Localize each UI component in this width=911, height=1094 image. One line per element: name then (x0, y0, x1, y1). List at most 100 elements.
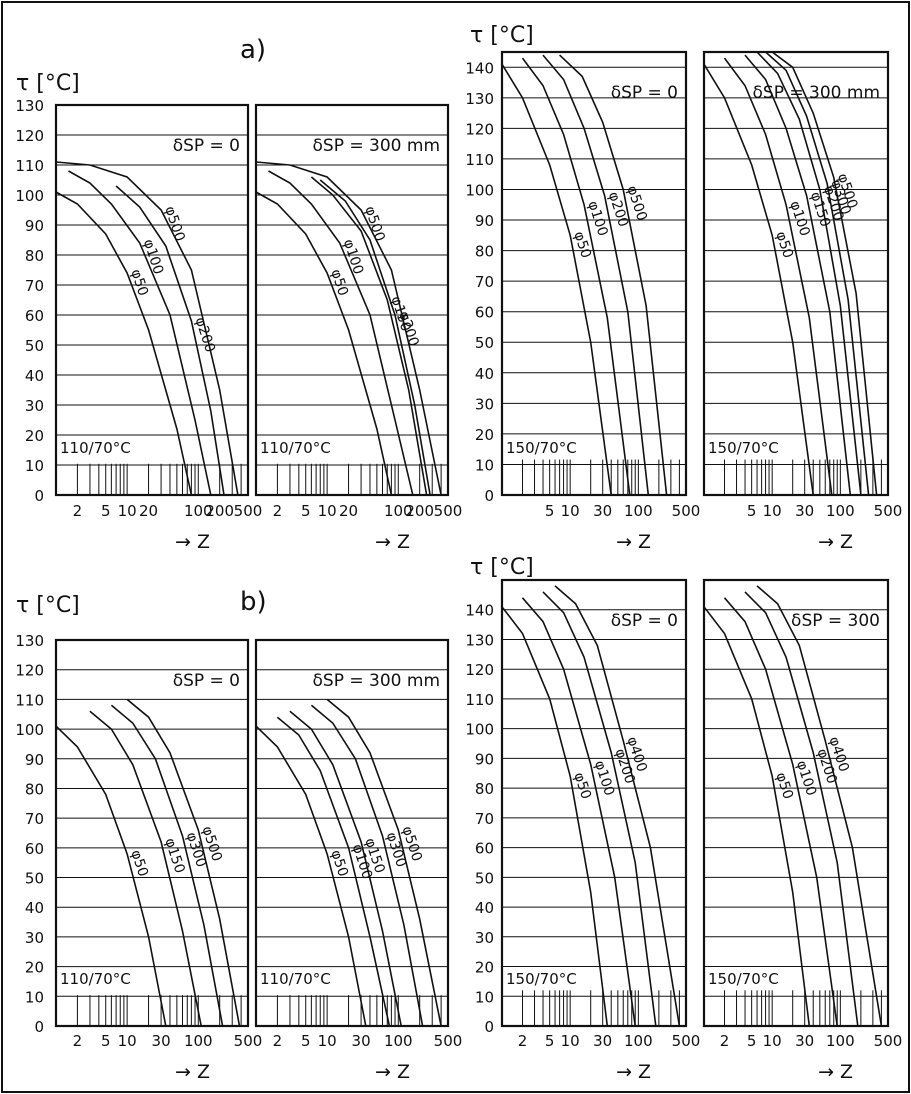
series-label: φ50 (127, 267, 151, 298)
x-tick-label: 500 (874, 502, 903, 520)
y-tick-label: 100 (15, 187, 44, 205)
y-tick-label: 10 (475, 988, 494, 1006)
series-line (55, 725, 167, 1027)
x-tick-label: 100 (624, 502, 653, 520)
panel-frame (254, 638, 450, 1028)
series-label: φ500 (161, 204, 187, 243)
series-line (554, 585, 681, 1027)
y-tick-label: 140 (465, 59, 494, 77)
y-tick-label: 50 (25, 337, 44, 355)
series-line (115, 185, 225, 496)
x-tick-label: 100 (384, 1032, 413, 1050)
x-tick-label: 500 (874, 1032, 903, 1050)
series-label: φ50 (127, 848, 151, 879)
y-tick-label: 10 (25, 457, 44, 475)
y-tick-label: 110 (465, 151, 494, 169)
y-tick-label: 80 (475, 780, 494, 798)
series-line (744, 591, 859, 1027)
x-tick-label: 5 (301, 1032, 311, 1050)
panel-condition: 150/70°C (708, 970, 779, 988)
series-line (276, 716, 391, 1027)
y-tick-label: 10 (475, 456, 494, 474)
y-tick-label: 70 (25, 277, 44, 295)
x-axis-label: → Z (616, 531, 651, 553)
series-line (310, 176, 428, 496)
series-line (126, 698, 241, 1027)
x-tick-label: 5 (747, 1032, 757, 1050)
y-tick-label: 110 (15, 157, 44, 175)
panel-annotation: δSP = 0 (173, 136, 240, 156)
x-tick-label: 10 (318, 1032, 337, 1050)
x-tick-label: 30 (352, 1032, 371, 1050)
y-tick-label: 130 (465, 631, 494, 649)
y-tick-label: 50 (475, 869, 494, 887)
x-tick-label: 200 (205, 502, 234, 520)
y-tick-label: 40 (475, 365, 494, 383)
panel-condition: 110/70°C (260, 970, 331, 988)
y-tick-label: 30 (25, 397, 44, 415)
y-tick-label: 20 (25, 959, 44, 977)
x-axis-label: → Z (375, 1061, 410, 1083)
x-axis-label: → Z (818, 1061, 853, 1083)
series-label: φ50 (327, 848, 351, 879)
y-tick-label: 0 (484, 1018, 494, 1036)
y-tick-label: 130 (15, 632, 44, 650)
y-tick-label: 100 (465, 181, 494, 199)
y-tick-label: 120 (15, 127, 44, 145)
y-tick-label: 0 (34, 1018, 44, 1036)
series-line (771, 51, 878, 496)
series-line (501, 63, 612, 496)
series-line (756, 51, 862, 496)
series-line (703, 606, 811, 1027)
y-tick-label: 20 (475, 426, 494, 444)
y-tick-label: 100 (15, 721, 44, 739)
x-tick-label: 5 (545, 502, 555, 520)
x-tick-label: 5 (301, 502, 311, 520)
x-tick-label: 100 (184, 502, 213, 520)
panel-condition: 150/70°C (506, 970, 577, 988)
section-label-a: a) (240, 35, 266, 65)
x-tick-label: 10 (561, 1032, 580, 1050)
x-tick-label: 10 (118, 502, 137, 520)
x-axis-label: → Z (375, 531, 410, 553)
y-tick-label: 110 (465, 691, 494, 709)
y-tick-label: 50 (475, 334, 494, 352)
panel-annotation: δSP = 300 mm (313, 136, 440, 156)
series-label: φ50 (570, 230, 594, 261)
series-line (89, 710, 202, 1027)
y-tick-label: 30 (475, 395, 494, 413)
y-tick-label: 20 (25, 427, 44, 445)
y-tick-label: 120 (465, 120, 494, 138)
x-tick-label: 500 (672, 1032, 701, 1050)
panel-annotation: δSP = 0 (611, 611, 678, 631)
y-tick-label: 120 (15, 662, 44, 680)
y-tick-label: 130 (15, 97, 44, 115)
panel-frame (54, 103, 250, 497)
x-tick-label: 100 (624, 1032, 653, 1050)
panel-annotation: δSP = 300 mm (313, 671, 440, 691)
series-line (703, 63, 814, 496)
y-tick-label: 60 (25, 307, 44, 325)
series-line (521, 597, 636, 1027)
series-line (255, 161, 442, 496)
y-tick-label: 40 (25, 367, 44, 385)
y-tick-label: 40 (25, 899, 44, 917)
series-line (765, 51, 870, 496)
panel-frame (702, 578, 890, 1028)
y-tick-label: 110 (15, 691, 44, 709)
y-tick-label: 100 (465, 721, 494, 739)
x-tick-label: 2 (273, 1032, 283, 1050)
x-tick-label: 10 (763, 1032, 782, 1050)
x-tick-label: 100 (826, 1032, 855, 1050)
y-tick-label: 80 (25, 247, 44, 265)
y-tick-label: 70 (25, 810, 44, 828)
panel-condition: 150/70°C (708, 439, 779, 457)
y-tick-label: 50 (25, 870, 44, 888)
panel-frame (500, 578, 688, 1028)
